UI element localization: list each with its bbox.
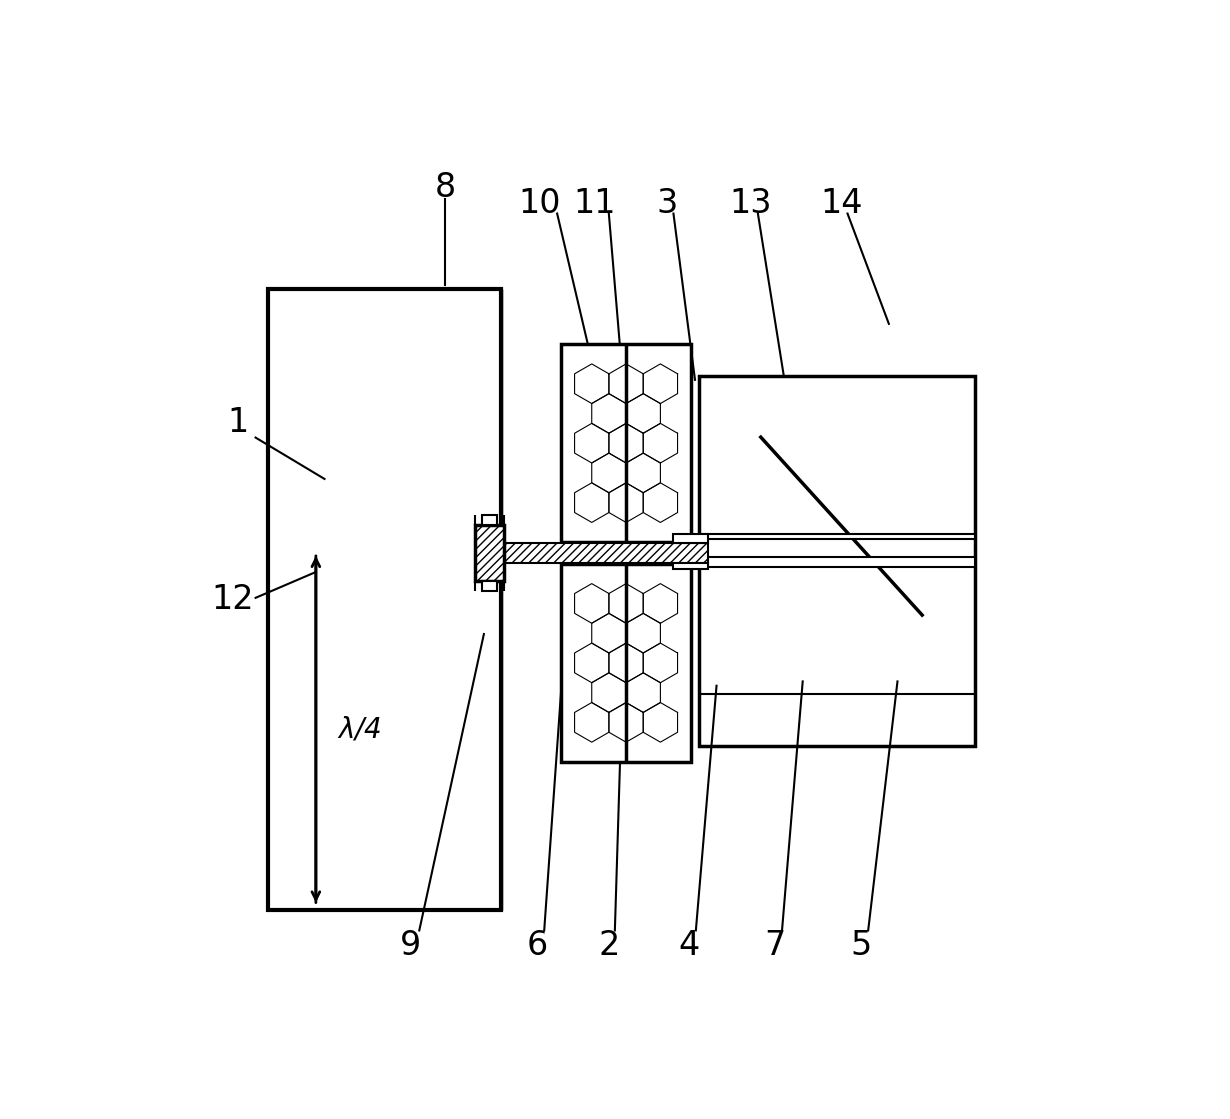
Text: 7: 7 xyxy=(765,930,786,962)
Text: 10: 10 xyxy=(519,187,561,219)
Text: 5: 5 xyxy=(851,930,872,962)
Text: 1: 1 xyxy=(228,406,248,440)
Text: 14: 14 xyxy=(820,187,862,219)
Bar xyxy=(700,534,975,539)
Bar xyxy=(501,544,708,563)
Bar xyxy=(561,344,691,543)
Bar xyxy=(700,376,975,746)
Bar xyxy=(482,515,497,525)
Bar xyxy=(674,534,708,544)
Text: 12: 12 xyxy=(212,583,253,617)
Text: 6: 6 xyxy=(526,930,547,962)
Text: 9: 9 xyxy=(400,930,422,962)
Bar xyxy=(700,556,975,567)
Text: 8: 8 xyxy=(434,171,455,204)
Bar xyxy=(674,563,708,568)
Text: $\lambda$/4: $\lambda$/4 xyxy=(337,715,383,743)
Bar xyxy=(475,525,504,581)
Bar xyxy=(268,290,501,910)
Bar xyxy=(561,564,691,762)
Text: 13: 13 xyxy=(729,187,772,219)
Text: 11: 11 xyxy=(573,187,615,219)
Text: 4: 4 xyxy=(678,930,700,962)
Bar xyxy=(482,581,497,591)
Text: 3: 3 xyxy=(656,187,678,219)
Text: 2: 2 xyxy=(598,930,620,962)
